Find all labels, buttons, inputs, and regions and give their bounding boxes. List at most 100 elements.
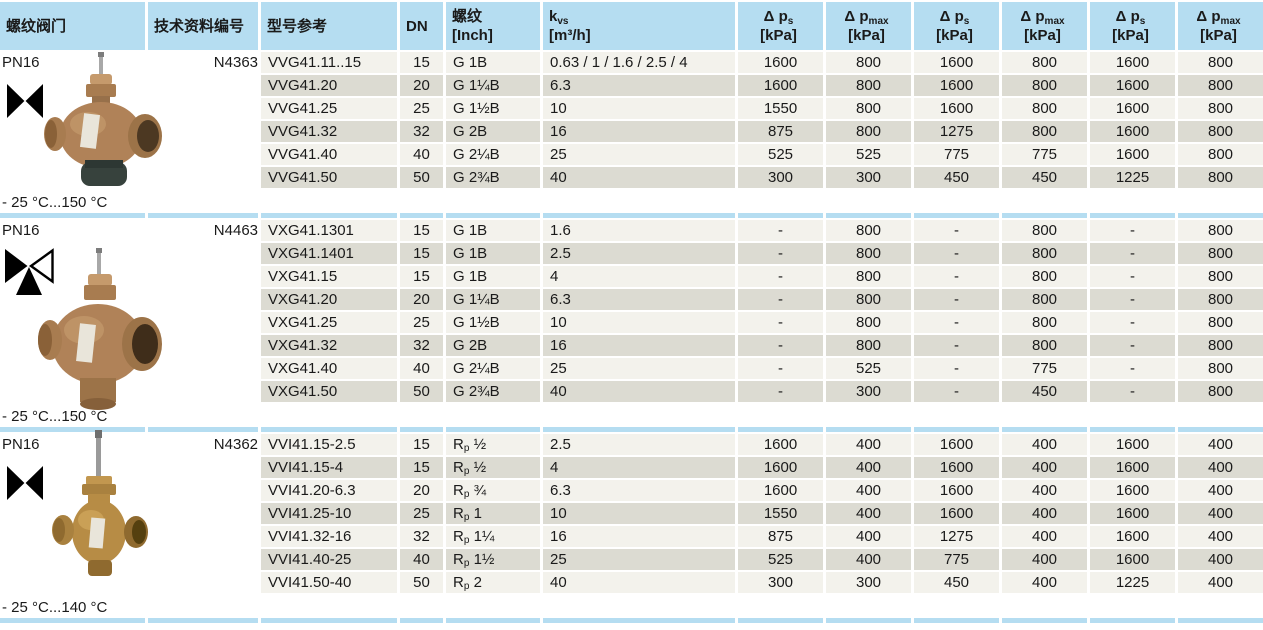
value-cell: 800 [826,121,911,142]
table-header-row: 螺纹阀门 技术资料编号 型号参考 DN 螺纹 [Inch] kvs [m³/h] Δ ps [kP… [0,2,1263,50]
separator-segment [261,427,397,432]
header-label: 螺纹阀门 [6,17,67,35]
value-cell: 800 [1178,144,1263,165]
section-rows: VVI41.15-2.5 15 Rp ½ 2.5 1600 400 1600 400 1600 4… [261,434,1263,593]
model-cell: VXG41.1401 [261,243,397,264]
valve-photo [52,430,148,576]
value-cell: 300 [738,572,823,593]
kvs-cell: 4 [543,457,735,478]
dn-cell: 40 [400,549,443,570]
pn-rating-label: PN16 [2,54,40,71]
model-cell: VXG41.32 [261,335,397,356]
thread-cell: G 1½B [446,312,540,333]
value-cell: 800 [1002,243,1087,264]
value-cell: 800 [1002,220,1087,241]
thread-cell: G 2¾B [446,167,540,188]
dn-cell: 40 [400,144,443,165]
separator-segment [400,618,443,623]
thread-cell: G 1¼B [446,289,540,310]
dn-cell: 50 [400,167,443,188]
thread-cell: G 1B [446,52,540,73]
separator-segment [914,213,999,218]
value-cell: 450 [1002,381,1087,402]
kvs-cell: 10 [543,503,735,524]
section-separator [0,427,1263,432]
kvs-cell: 4 [543,266,735,287]
value-cell: 1275 [914,121,999,142]
value-cell: 800 [1002,335,1087,356]
value-cell: 400 [826,526,911,547]
separator-segment [738,618,823,623]
header-cell: Δ ps [kPa] [914,2,999,50]
dn-cell: 20 [400,75,443,96]
separator-segment [738,427,823,432]
value-cell: 775 [1002,144,1087,165]
thread-cell: G 2¼B [446,144,540,165]
separator-segment [826,427,911,432]
value-cell: 400 [826,434,911,455]
dn-cell: 50 [400,572,443,593]
header-label: 型号参考 [267,17,328,35]
model-cell: VVG41.32 [261,121,397,142]
kvs-cell: 16 [543,335,735,356]
value-cell: 525 [738,549,823,570]
value-cell: 775 [914,144,999,165]
doc-number: N4463 [213,222,258,239]
value-cell: 450 [914,572,999,593]
separator-segment [826,213,911,218]
separator-segment [914,618,999,623]
value-cell: 1600 [1090,549,1175,570]
value-cell: 800 [1178,75,1263,96]
value-cell: 400 [826,503,911,524]
value-cell: 800 [826,312,911,333]
valve-section: PN16 N4362- 25 °C...140 °C VVI41.15-2.5 15… [0,430,1263,616]
value-cell: 1550 [738,98,823,119]
kvs-cell: 40 [543,381,735,402]
header-cell: 螺纹 [Inch] [446,2,540,50]
model-cell: VVI41.20-6.3 [261,480,397,501]
value-cell: 400 [826,480,911,501]
header-label: DN [406,17,428,35]
two-way-valve-icon [7,466,43,500]
model-cell: VXG41.1301 [261,220,397,241]
kvs-cell: 25 [543,358,735,379]
header-unit: [Inch] [452,27,493,44]
model-cell: VXG41.15 [261,266,397,287]
separator-segment [0,213,145,218]
kvs-cell: 1.6 [543,220,735,241]
value-cell: 450 [914,167,999,188]
value-cell: 400 [1178,549,1263,570]
table-body: PN16 N4363- 25 °C...150 °C VVG41.11..15 15… [0,52,1263,623]
value-cell: 300 [738,167,823,188]
thread-cell: G 2B [446,335,540,356]
separator-segment [261,618,397,623]
header-unit: [kPa] [936,27,973,44]
value-cell: 800 [1178,381,1263,402]
thread-cell: Rp 1½ [446,549,540,570]
value-cell: - [914,266,999,287]
value-cell: 300 [826,381,911,402]
value-cell: 800 [1002,98,1087,119]
section-separator [0,618,1263,623]
header-cell: Δ pmax [kPa] [826,2,911,50]
value-cell: 1600 [914,457,999,478]
kvs-cell: 16 [543,121,735,142]
header-unit: [kPa] [760,27,797,44]
value-cell: 800 [1002,289,1087,310]
pn-rating-label: PN16 [2,436,40,453]
separator-segment [446,213,540,218]
model-cell: VVG41.11..15 [261,52,397,73]
thread-cell: G 1½B [446,98,540,119]
thread-cell: G 1B [446,220,540,241]
header-unit: [kPa] [1200,27,1237,44]
value-cell: 1600 [738,75,823,96]
value-cell: 800 [1178,358,1263,379]
model-cell: VVG41.50 [261,167,397,188]
doc-number: N4363 [213,54,258,71]
model-cell: VVI41.50-40 [261,572,397,593]
value-cell: 400 [1002,549,1087,570]
value-cell: 875 [738,526,823,547]
value-cell: 1225 [1090,572,1175,593]
thread-cell: G 1B [446,243,540,264]
value-cell: 1600 [1090,434,1175,455]
